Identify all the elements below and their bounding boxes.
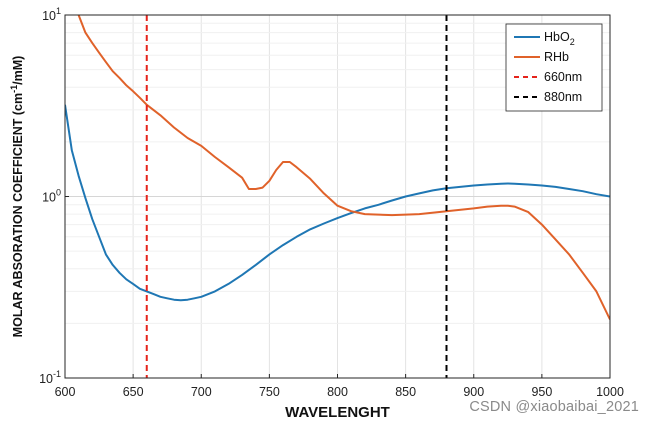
series-layer (65, 15, 610, 320)
y-tick-label: 101 (42, 6, 61, 23)
legend-label-880nm: 880nm (544, 90, 582, 104)
y-tick-exponent: 1 (56, 6, 61, 16)
x-tick-label: 850 (395, 385, 416, 399)
legend-box (505, 23, 603, 112)
x-tick-label: 600 (55, 385, 76, 399)
y-tick-base: 10 (42, 191, 56, 205)
y-tick-label: 100 (42, 188, 61, 205)
x-tick-label: 750 (259, 385, 280, 399)
x-tick-label: 900 (463, 385, 484, 399)
y-axis-label-superscript: -1 (9, 85, 19, 93)
legend-label-hbo2-main: HbO (544, 30, 570, 44)
legend-label-hbo2: HbO2 (544, 30, 575, 47)
x-axis-label: WAVELENGHT (285, 404, 390, 421)
x-tick-label: 700 (191, 385, 212, 399)
reference-lines (145, 15, 448, 378)
legend: HbO2 RHb 660nm 880nm (505, 23, 603, 112)
series-line-hbo2 (65, 104, 610, 302)
legend-label-hbo2-subscript: 2 (570, 37, 575, 47)
y-tick-exponent: 0 (56, 188, 61, 198)
x-tick-label: 1000 (596, 385, 624, 399)
watermark-text: CSDN @xiaobaibai_2021 (469, 399, 639, 415)
y-axis-label-main: MOLAR ABSORATION COEFFICIENT (cm (11, 93, 25, 337)
y-tick-base: 10 (42, 9, 56, 23)
legend-label-rhb: RHb (544, 50, 569, 64)
legend-label-660nm: 660nm (544, 70, 582, 84)
y-tick-exponent: -1 (53, 369, 61, 379)
y-tick-label: 10-1 (39, 369, 61, 386)
y-axis-label: MOLAR ABSORATION COEFFICIENT (cm-1/mM) (9, 56, 25, 338)
y-axis-label-end: /mM) (11, 56, 25, 85)
x-tick-label: 950 (531, 385, 552, 399)
y-tick-base: 10 (39, 372, 53, 386)
x-tick-label: 650 (123, 385, 144, 399)
series-line-rhb (77, 15, 610, 320)
x-tick-label: 800 (327, 385, 348, 399)
